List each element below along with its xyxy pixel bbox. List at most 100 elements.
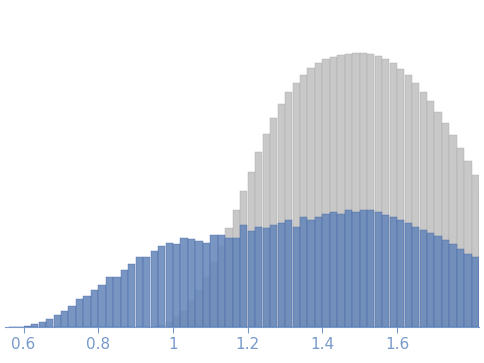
Bar: [345, 211, 352, 327]
Bar: [405, 76, 412, 327]
Bar: [442, 123, 449, 327]
Bar: [263, 228, 270, 327]
Bar: [464, 254, 471, 327]
Bar: [315, 217, 322, 327]
Bar: [31, 324, 38, 327]
Bar: [61, 311, 68, 327]
Bar: [255, 227, 262, 327]
Bar: [255, 152, 262, 327]
Bar: [233, 211, 240, 327]
Bar: [352, 212, 360, 327]
Bar: [106, 277, 113, 327]
Bar: [121, 270, 128, 327]
Bar: [211, 234, 218, 327]
Bar: [188, 301, 195, 327]
Bar: [360, 53, 367, 327]
Bar: [479, 188, 484, 327]
Bar: [435, 112, 442, 327]
Bar: [292, 83, 300, 327]
Bar: [472, 257, 479, 327]
Bar: [98, 285, 106, 327]
Bar: [449, 135, 456, 327]
Bar: [345, 54, 352, 327]
Bar: [457, 148, 464, 327]
Bar: [300, 217, 307, 327]
Bar: [382, 59, 390, 327]
Bar: [188, 240, 195, 327]
Bar: [54, 315, 61, 327]
Bar: [352, 53, 360, 327]
Bar: [435, 236, 442, 327]
Bar: [218, 234, 225, 327]
Bar: [196, 241, 203, 327]
Bar: [136, 257, 143, 327]
Bar: [158, 325, 166, 327]
Bar: [203, 277, 210, 327]
Bar: [218, 246, 225, 327]
Bar: [375, 212, 382, 327]
Bar: [203, 243, 210, 327]
Bar: [285, 220, 292, 327]
Bar: [263, 134, 270, 327]
Bar: [166, 322, 173, 327]
Bar: [113, 277, 121, 327]
Bar: [300, 75, 307, 327]
Bar: [226, 238, 232, 327]
Bar: [337, 213, 345, 327]
Bar: [158, 246, 166, 327]
Bar: [382, 215, 390, 327]
Bar: [360, 211, 367, 327]
Bar: [307, 68, 315, 327]
Bar: [405, 223, 412, 327]
Bar: [151, 251, 158, 327]
Bar: [449, 244, 456, 327]
Bar: [375, 56, 382, 327]
Bar: [166, 243, 173, 327]
Bar: [397, 69, 404, 327]
Bar: [464, 161, 471, 327]
Bar: [337, 55, 345, 327]
Bar: [173, 244, 180, 327]
Bar: [457, 249, 464, 327]
Bar: [128, 264, 136, 327]
Bar: [330, 57, 337, 327]
Bar: [143, 257, 151, 327]
Bar: [83, 296, 91, 327]
Bar: [420, 230, 427, 327]
Bar: [181, 311, 188, 327]
Bar: [322, 213, 330, 327]
Bar: [39, 322, 46, 327]
Bar: [240, 191, 247, 327]
Bar: [367, 54, 375, 327]
Bar: [248, 231, 255, 327]
Bar: [315, 64, 322, 327]
Bar: [390, 217, 397, 327]
Bar: [330, 212, 337, 327]
Bar: [412, 227, 419, 327]
Bar: [173, 317, 180, 327]
Bar: [24, 326, 31, 327]
Bar: [472, 175, 479, 327]
Bar: [68, 306, 76, 327]
Bar: [76, 299, 83, 327]
Bar: [46, 319, 53, 327]
Bar: [278, 223, 285, 327]
Bar: [240, 225, 247, 327]
Bar: [412, 83, 419, 327]
Bar: [285, 93, 292, 327]
Bar: [278, 105, 285, 327]
Bar: [196, 290, 203, 327]
Bar: [479, 262, 484, 327]
Bar: [307, 220, 315, 327]
Bar: [292, 227, 300, 327]
Bar: [367, 211, 375, 327]
Bar: [248, 172, 255, 327]
Bar: [390, 64, 397, 327]
Bar: [427, 233, 434, 327]
Bar: [211, 262, 218, 327]
Bar: [322, 59, 330, 327]
Bar: [91, 290, 98, 327]
Bar: [442, 240, 449, 327]
Bar: [427, 101, 434, 327]
Bar: [181, 238, 188, 327]
